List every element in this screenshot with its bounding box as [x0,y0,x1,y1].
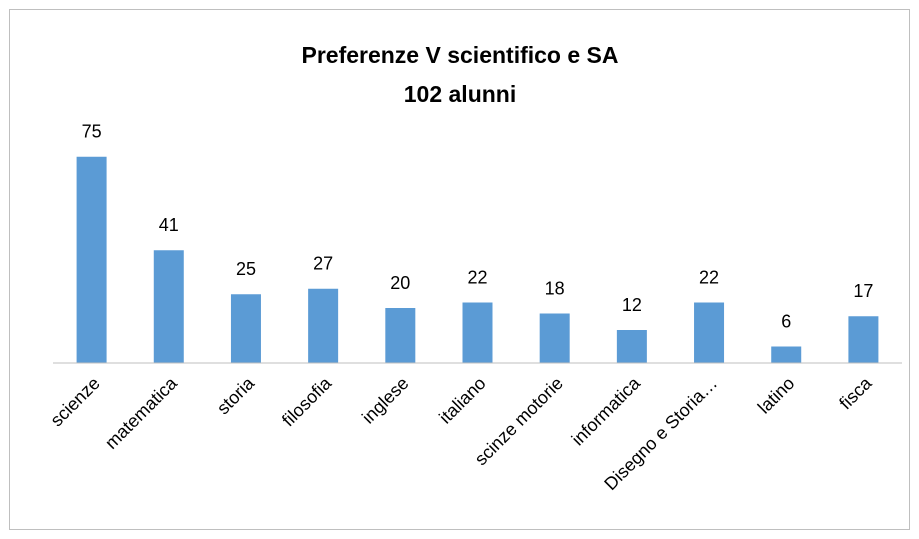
bar [153,250,184,363]
data-label: 17 [853,281,873,301]
chart-subtitle: 102 alunni [404,81,516,107]
bar [539,313,570,363]
bar [462,302,493,363]
data-label: 22 [699,267,719,287]
bar [771,346,802,363]
data-label: 27 [313,254,333,274]
data-label: 20 [390,273,410,293]
bar [76,156,107,363]
chart-title: Preferenze V scientifico e SA [301,42,618,68]
bar [848,316,879,363]
data-label: 18 [545,278,565,298]
data-label: 6 [781,311,791,331]
bar [616,330,647,363]
bar [385,308,416,363]
data-label: 22 [467,267,487,287]
bar [230,294,261,363]
data-label: 25 [236,259,256,279]
data-label: 41 [159,215,179,235]
data-label: 12 [622,295,642,315]
bar [308,288,339,363]
bar [694,302,725,363]
data-label: 75 [82,122,102,142]
